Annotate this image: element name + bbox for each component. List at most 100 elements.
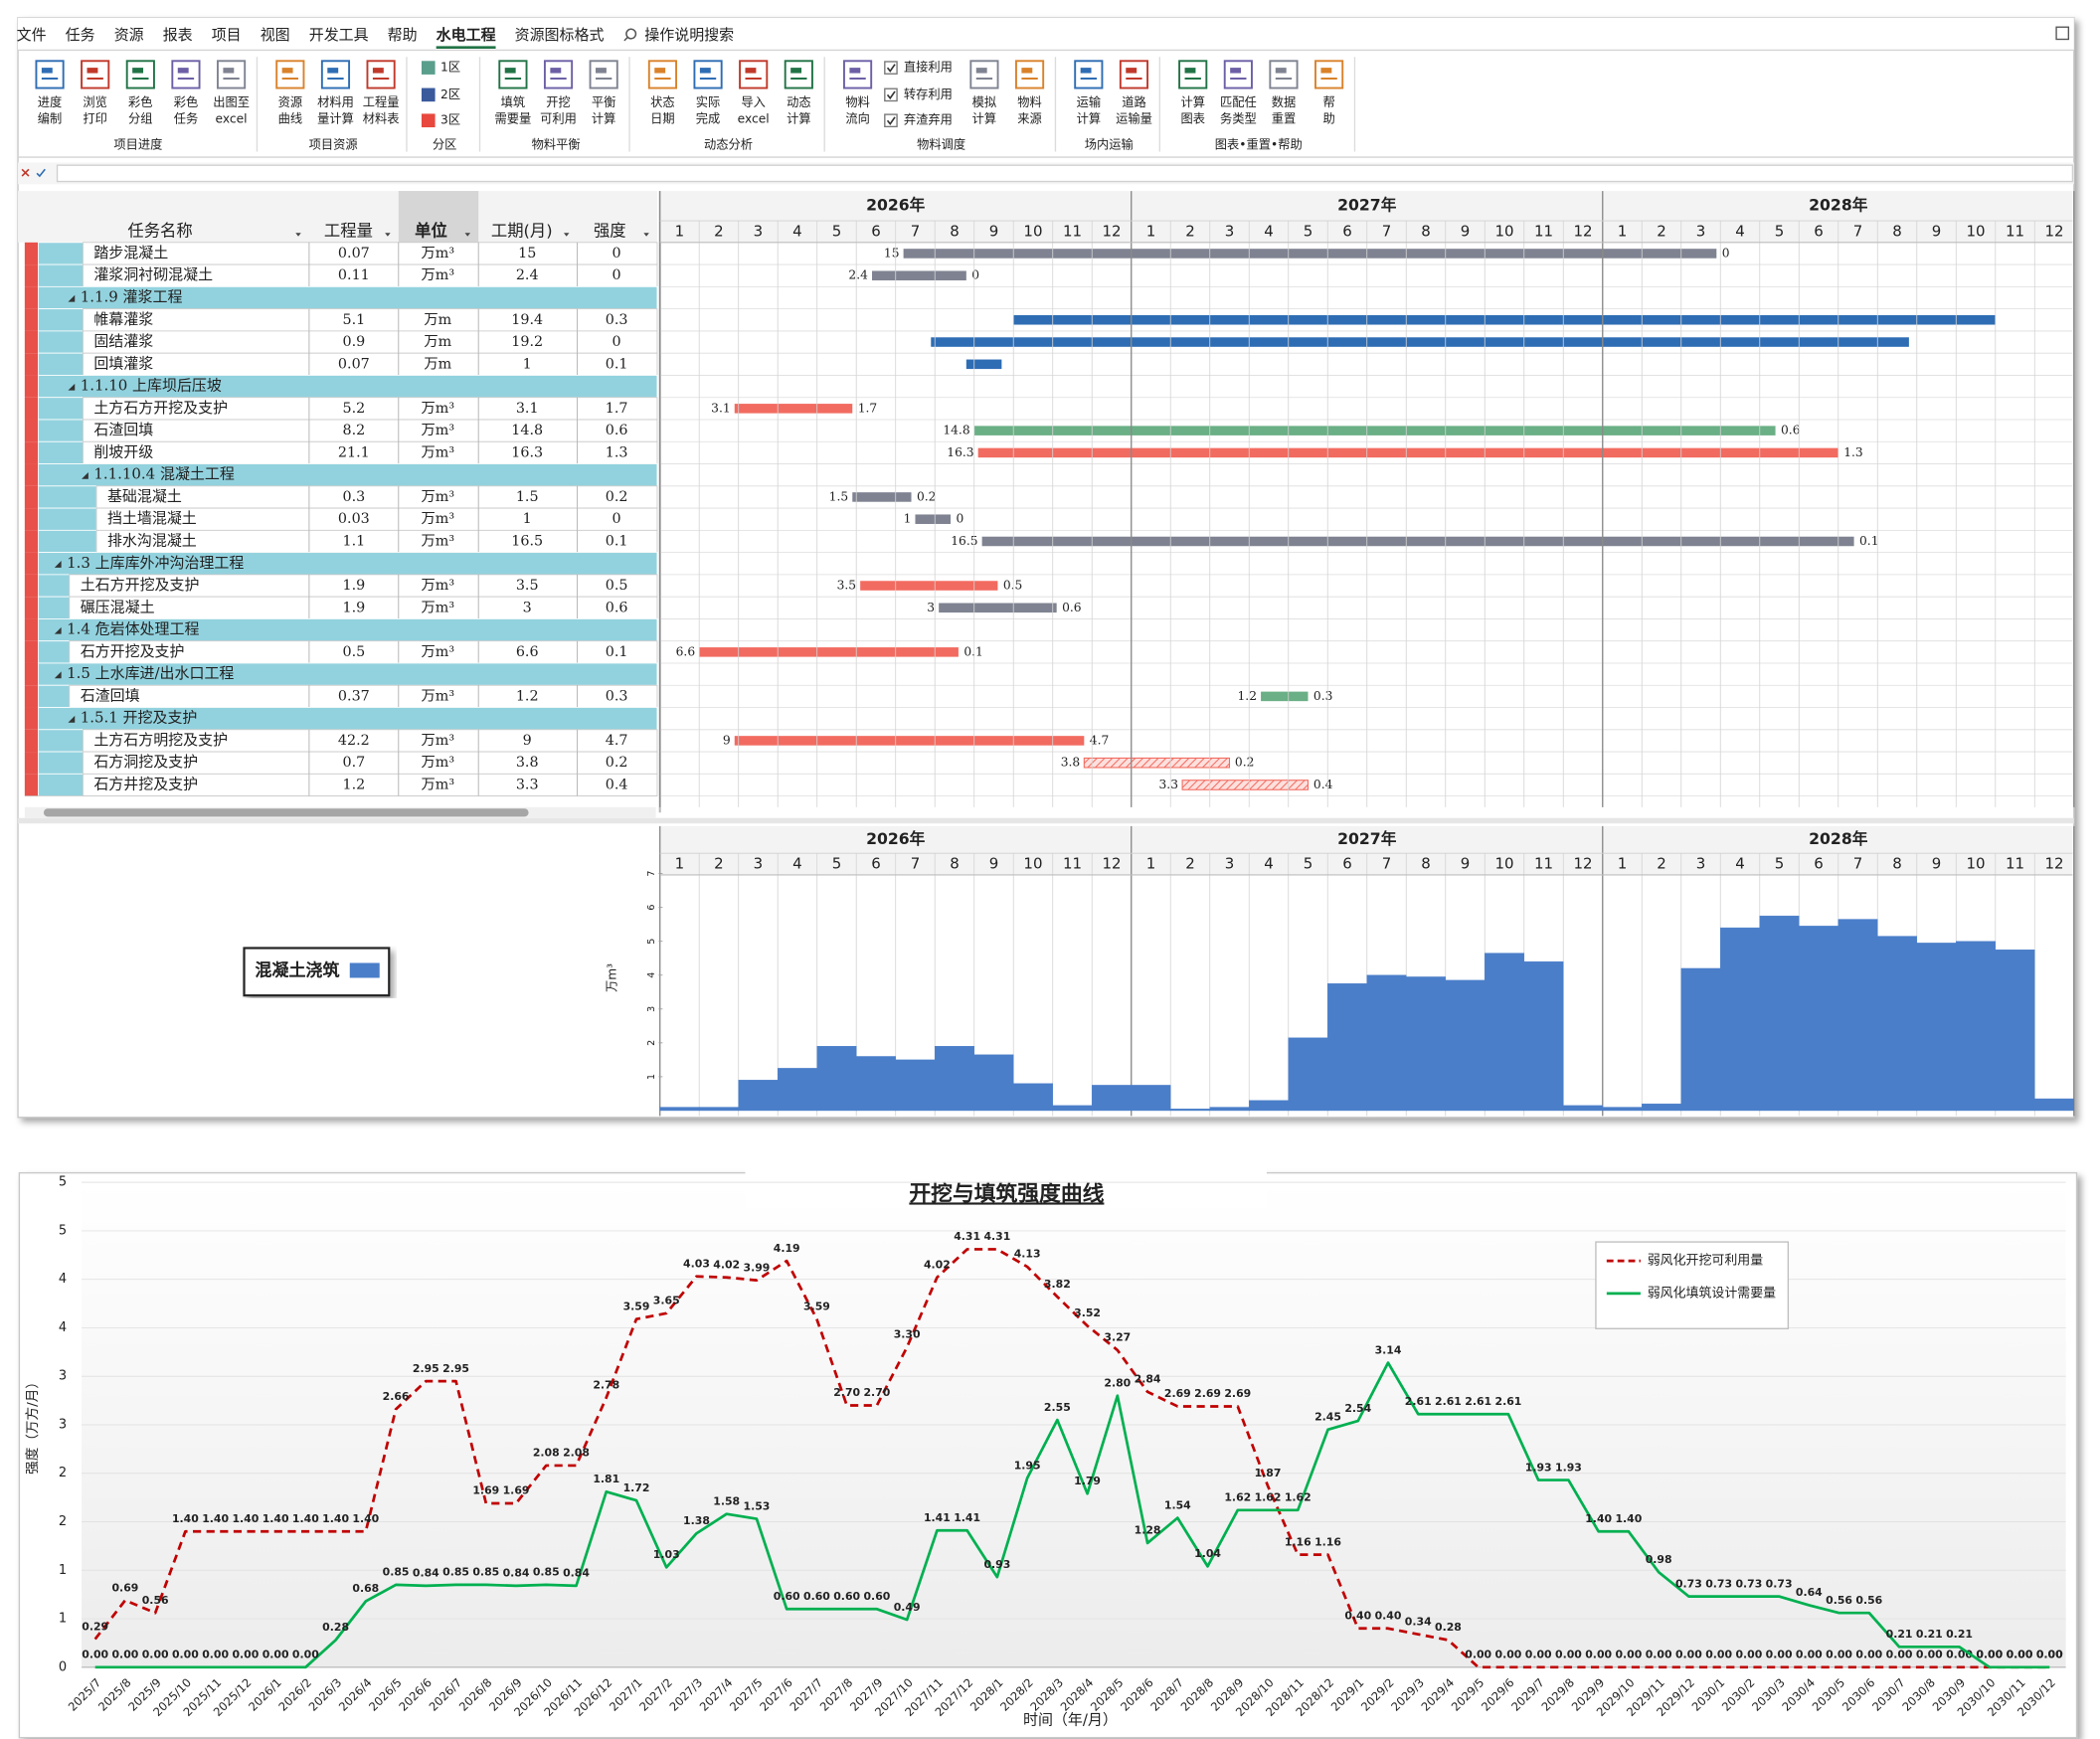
button-label[interactable]: excel [216,111,248,125]
button-icon[interactable] [1074,60,1104,89]
task-name[interactable]: 石方开挖及支护 [81,642,185,660]
button-icon[interactable] [1314,60,1344,89]
cell-unit[interactable]: 万m³ [422,755,455,771]
cell-duration[interactable]: 16.5 [511,533,543,549]
cell-qty[interactable]: 0.03 [338,511,370,527]
cell-duration[interactable]: 3.5 [516,578,539,594]
task-name[interactable]: 踏步混凝土 [93,244,168,261]
cell-qty[interactable]: 0.07 [338,246,370,261]
confirm-icon[interactable] [36,168,46,178]
cell-qty[interactable]: 0.3 [342,489,365,505]
task-name[interactable]: 回填灌浆 [93,354,153,372]
button-icon[interactable] [693,60,723,89]
ribbon-tab[interactable]: 任务 [66,26,95,44]
button-label[interactable]: 状态 [650,95,675,109]
ribbon-tab[interactable]: 资源图标格式 [515,26,605,44]
cell-qty[interactable]: 0.07 [338,356,370,372]
cell-duration[interactable]: 1.5 [516,489,539,505]
ribbon-tab[interactable]: 项目 [212,26,242,44]
cell-unit[interactable]: 万m [424,356,451,372]
cell-intensity[interactable]: 1.3 [606,444,628,460]
filter-arrow[interactable] [643,233,649,237]
button-icon[interactable] [35,60,65,89]
column-header[interactable]: 工程量 [324,221,373,240]
column-header[interactable]: 工期(月) [491,221,553,240]
button-label[interactable]: 动态 [787,95,811,109]
task-name[interactable]: 石渣回填 [81,686,140,704]
cell-duration[interactable]: 19.2 [511,334,543,350]
button-label[interactable]: 运输量 [1116,110,1152,125]
cell-qty[interactable]: 42.2 [338,733,370,749]
button-label[interactable]: 任务 [174,110,199,125]
cell-unit[interactable]: 万m³ [422,489,455,505]
button-icon[interactable] [366,60,396,89]
button-label[interactable]: 日期 [650,111,675,125]
checkbox[interactable] [884,61,898,75]
group-name[interactable]: 1.1.10 上库坝后压坡 [81,377,222,395]
ribbon-tab[interactable]: 帮助 [388,26,418,44]
button-label[interactable]: 计算 [1077,110,1102,125]
cell-qty[interactable]: 0.5 [342,644,365,660]
column-header[interactable]: 任务名称 [127,221,192,240]
button-label[interactable]: 模拟 [972,95,997,109]
button-label[interactable]: 来源 [1017,111,1041,125]
cell-qty[interactable]: 8.2 [342,423,365,438]
task-name[interactable]: 碾压混凝土 [81,598,155,615]
button-label[interactable]: 材料表 [363,111,400,125]
gantt-bar[interactable] [931,337,1909,347]
cell-qty[interactable]: 5.2 [342,401,365,417]
cell-unit[interactable]: 万m³ [422,688,455,704]
task-name[interactable]: 土方石方开挖及支护 [93,399,228,417]
cell-intensity[interactable]: 0 [612,334,621,350]
button-label[interactable]: 彩色 [174,95,199,109]
button-icon[interactable] [1119,60,1149,89]
cell-duration[interactable]: 14.8 [511,423,543,438]
cell-duration[interactable]: 1.2 [516,688,539,704]
ribbon-tab[interactable]: 报表 [163,26,193,44]
button-label[interactable]: 重置 [1272,111,1297,125]
group-name[interactable]: 1.5 上水库进/出水口工程 [67,664,234,682]
checkbox-label[interactable]: 转存利用 [904,87,953,101]
button-icon[interactable] [1178,60,1208,89]
cell-intensity[interactable]: 0 [612,511,621,527]
group-name[interactable]: 1.1.9 灌浆工程 [81,288,183,306]
cell-unit[interactable]: 万m³ [422,533,455,549]
gantt-bar[interactable] [981,536,1854,547]
button-label[interactable]: 计算 [1180,94,1205,109]
button-label[interactable]: 实际 [696,94,721,109]
cell-duration[interactable]: 16.3 [511,444,543,460]
cell-unit[interactable]: 万m³ [422,444,455,460]
checkbox[interactable] [884,113,898,128]
cell-duration[interactable]: 1 [523,511,532,527]
formula-input[interactable] [56,164,2074,183]
cell-unit[interactable]: 万m³ [422,644,455,660]
button-label[interactable]: excel [738,111,770,125]
cell-intensity[interactable]: 4.7 [606,733,628,749]
cell-intensity[interactable]: 0.6 [606,423,628,438]
task-name[interactable]: 灌浆洞衬砌混凝土 [93,265,213,283]
button-label[interactable]: 浏览 [83,94,107,109]
cell-qty[interactable]: 0.9 [342,334,365,350]
gantt-bar[interactable] [965,359,1002,370]
button-icon[interactable] [320,60,351,89]
gantt-bar[interactable] [1083,757,1231,769]
button-icon[interactable] [171,60,201,89]
button-icon[interactable] [589,60,618,89]
gantt-bar[interactable] [734,404,853,414]
window-button[interactable] [2055,26,2070,41]
button-label[interactable]: 计算 [972,110,997,125]
collapse-toggle[interactable] [54,561,62,568]
cell-intensity[interactable]: 0 [612,246,621,261]
gantt-bar[interactable] [939,603,1057,613]
button-label[interactable]: 开挖 [546,94,571,109]
gantt-bar[interactable] [1261,691,1309,702]
gantt-bar[interactable] [872,270,966,280]
task-name[interactable]: 土方石方明挖及支护 [93,731,228,749]
cell-duration[interactable]: 1 [523,356,532,372]
cell-intensity[interactable]: 0 [612,267,621,283]
cell-qty[interactable]: 0.37 [338,688,370,704]
cell-unit[interactable]: 万m³ [422,267,455,283]
button-icon[interactable] [969,60,999,89]
cell-duration[interactable]: 3.1 [516,401,539,417]
gantt-bar[interactable] [734,736,1085,746]
